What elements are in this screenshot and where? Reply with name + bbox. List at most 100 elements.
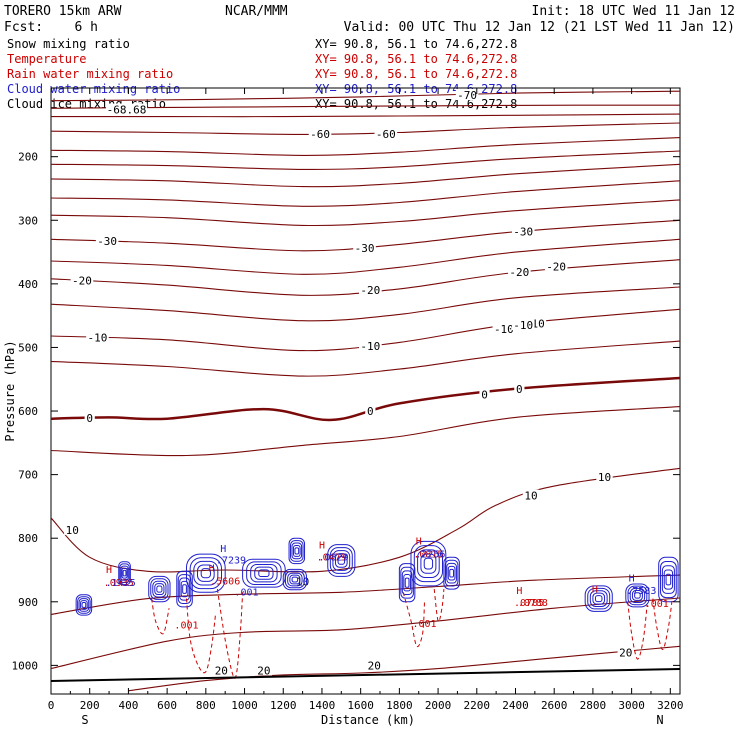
- cloud-water-contour: [634, 592, 641, 599]
- model-label: TORERO 15km ARW: [4, 4, 122, 19]
- rain-water-contour: [402, 592, 425, 648]
- cloud-water-contour: [665, 573, 672, 586]
- temperature-label: 10: [598, 471, 611, 484]
- y-tick-label: 1000: [12, 659, 39, 672]
- temperature-contour: [51, 340, 680, 377]
- cloud-water-contour: [200, 568, 211, 579]
- x-tick-label: 2400: [502, 699, 529, 712]
- x-end-right: N: [656, 713, 663, 727]
- cloud-water-contour: [250, 564, 278, 583]
- cloud-water-contour: [444, 559, 459, 587]
- temperature-contour: [51, 406, 680, 457]
- rain-water-contour: [433, 589, 445, 622]
- max-annotation: .5606: [210, 577, 240, 588]
- contour-label-bg: [70, 274, 94, 286]
- max-annotation: .0788: [518, 598, 548, 609]
- contour-label-bg: [522, 489, 540, 501]
- x-tick-label: 200: [80, 699, 100, 712]
- max-annotation: .0829: [319, 552, 349, 563]
- temperature-contour: [51, 90, 680, 102]
- cloud-water-contour: [413, 545, 444, 583]
- cloud-water-contour: [289, 574, 301, 585]
- temperature-contour: [51, 150, 680, 170]
- org-label: NCAR/MMM: [225, 4, 288, 19]
- temperature-label: -60: [310, 128, 330, 141]
- temperature-contour: [51, 199, 680, 227]
- cloud-water-contours: [75, 537, 679, 616]
- temperature-label: -30: [513, 226, 533, 239]
- temperature-label: -60: [376, 128, 396, 141]
- cloud-water-contour: [180, 580, 189, 598]
- rain-water-contour: [627, 601, 648, 660]
- cloud-water-contour: [282, 568, 307, 591]
- cloud-water-contour: [288, 537, 306, 565]
- temperature-contours: -70-68.68-60 -60-30-30-30-20-20-20 -20-10-…: [51, 88, 680, 692]
- legend-xy: XY= 90.8, 56.1 to 74.6,272.8: [315, 37, 517, 51]
- cloud-water-contour: [284, 570, 305, 589]
- cloud-water-contour: [663, 569, 674, 590]
- x-tick-label: 0: [48, 699, 55, 712]
- y-tick-label: 900: [18, 596, 38, 609]
- contour-label-bg: [84, 412, 95, 424]
- contour-label-bg: [374, 127, 398, 139]
- legend: Snow mixing ratio XY= 90.8, 56.1 to 74.6,…: [7, 37, 517, 111]
- contour-label-bg: [511, 225, 535, 237]
- contour-label-bg: [294, 575, 311, 587]
- y-tick-label: 700: [18, 469, 38, 482]
- y-tick-label: 800: [18, 532, 38, 545]
- legend-name: Rain water mixing ratio: [7, 67, 173, 81]
- cloud-water-contour: [182, 584, 187, 594]
- cloud-water-contour: [118, 561, 131, 586]
- cloud-water-contour: [404, 577, 410, 588]
- cloud-water-contour: [294, 547, 300, 555]
- chart-header: TORERO 15km ARW NCAR/MMM Init: 18 UTC We…: [4, 4, 735, 35]
- cloud-water-contour: [327, 544, 356, 577]
- temperature-label: -30: [97, 235, 117, 248]
- contour-label-bg: [617, 646, 635, 658]
- cloud-water-contour: [658, 556, 679, 603]
- max-annotation: H: [516, 586, 522, 597]
- y-tick-label: 300: [18, 214, 38, 227]
- cloud-water-contour: [631, 590, 643, 601]
- contour-label-bg: [366, 659, 383, 671]
- cloud-water-contour: [403, 574, 411, 592]
- legend-name: Cloud water mixing ratio: [7, 82, 180, 96]
- cloud-water-contour: [417, 549, 440, 578]
- temperature-contour: [51, 163, 680, 188]
- cloud-water-contour: [592, 592, 606, 605]
- x-tick-label: 1200: [270, 699, 297, 712]
- max-annotation: .001: [412, 619, 436, 630]
- cloud-water-contour: [423, 557, 434, 570]
- cloud-water-contour: [148, 575, 171, 603]
- x-tick-label: 2600: [541, 699, 568, 712]
- temperature-contour: [51, 113, 680, 118]
- max-annotation: H: [629, 573, 635, 584]
- cloud-water-contour: [120, 565, 129, 581]
- temperature-contour: [51, 137, 680, 156]
- temperature-label: 20: [257, 664, 270, 677]
- legend-name: Temperature: [7, 52, 86, 66]
- cloud-water-contour: [78, 598, 90, 612]
- max-annotation: H: [319, 540, 325, 551]
- legend-xy: XY= 90.8, 56.1 to 74.6,272.8: [315, 52, 517, 66]
- temperature-contour: [51, 238, 680, 275]
- cloud-water-contour: [334, 553, 348, 568]
- max-annotation: .1425: [106, 578, 136, 589]
- plot-frame: [50, 87, 681, 695]
- max-annotation: H: [209, 563, 215, 574]
- contour-label-bg: [353, 242, 376, 254]
- contour-label-bg: [514, 382, 525, 394]
- x-tick-label: 3000: [618, 699, 645, 712]
- temperature-label: -10: [494, 323, 514, 336]
- cloud-water-contour: [291, 576, 299, 583]
- cloud-water-contour: [410, 540, 447, 587]
- cloud-water-contour: [446, 562, 457, 584]
- cloud-water-contour: [587, 587, 611, 610]
- contour-label-bg: [359, 284, 382, 296]
- fcst-label: Fcst: 6 h: [4, 20, 98, 35]
- x-tick-label: 2200: [464, 699, 491, 712]
- x-tick-label: 3200: [657, 699, 684, 712]
- y-axis-label: Pressure (hPa): [3, 340, 17, 441]
- contour-label-bg: [255, 664, 273, 676]
- contour-label-bg: [213, 664, 230, 676]
